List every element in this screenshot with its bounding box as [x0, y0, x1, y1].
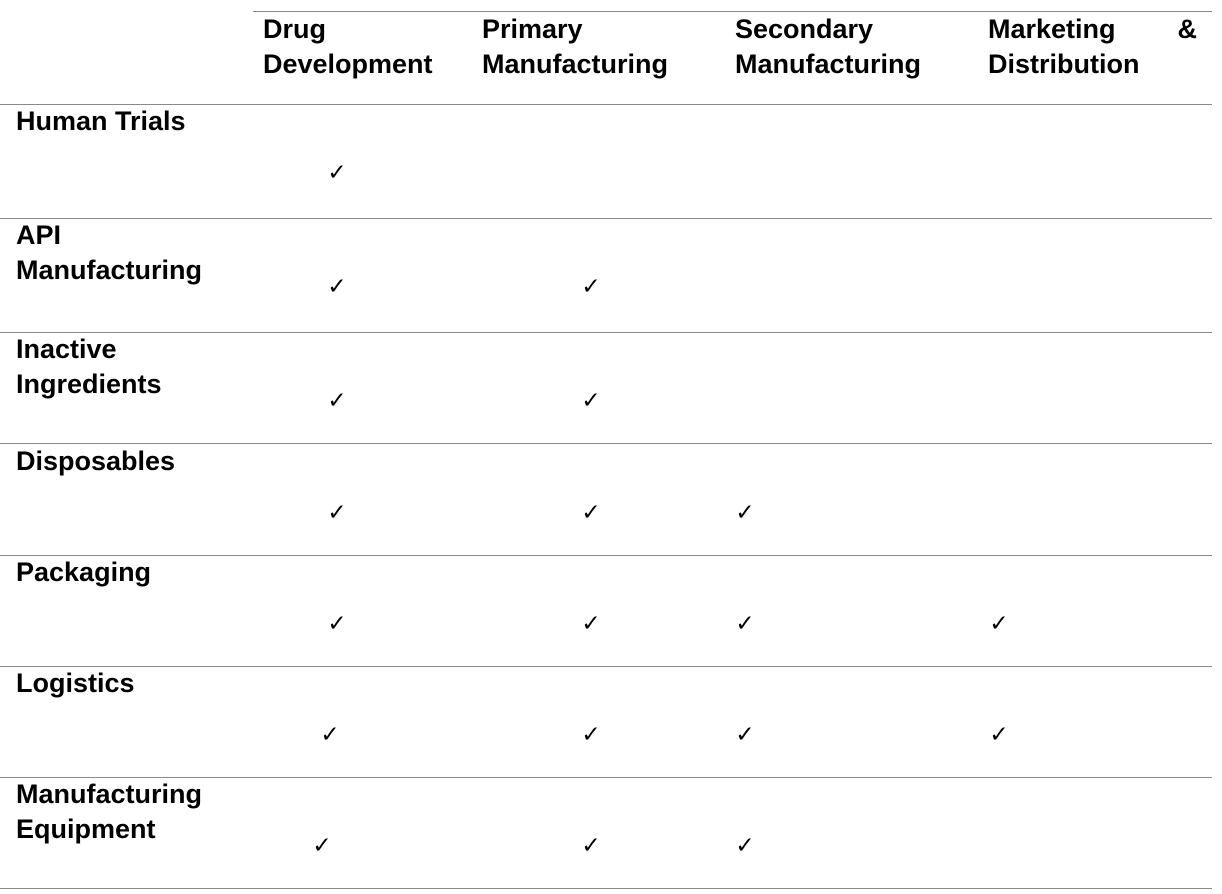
checkmark-icon: ✓ [581, 722, 601, 748]
column-header-drug-development: Drug Development [263, 12, 433, 82]
checkmark-icon: ✓ [581, 388, 601, 414]
column-header-line: Manufacturing [482, 49, 668, 79]
checkmark-icon: ✓ [581, 274, 601, 300]
row-label-line: API [16, 220, 62, 250]
column-header-marketing-distribution: Marketing & Distribution [988, 12, 1197, 82]
row-label-line: Manufacturing [16, 255, 202, 285]
row-label-line: Packaging [16, 557, 152, 587]
column-header-line: Development [263, 49, 433, 79]
row-label-line: Ingredients [16, 369, 162, 399]
row-label-api-manufacturing: API Manufacturing [16, 218, 202, 288]
column-header-line: Manufacturing [735, 49, 921, 79]
row-label-human-trials: Human Trials [16, 104, 186, 139]
row-divider [0, 777, 1212, 778]
checkmark-icon: ✓ [327, 388, 347, 414]
column-header-word: & [1177, 14, 1198, 44]
row-label-packaging: Packaging [16, 555, 151, 590]
checkmark-icon: ✓ [989, 611, 1009, 637]
checkmark-icon: ✓ [735, 500, 755, 526]
checkmark-icon: ✓ [735, 833, 755, 859]
column-header-line: Secondary [735, 14, 874, 44]
row-divider [0, 104, 1212, 105]
row-divider [0, 218, 1212, 219]
checkmark-icon: ✓ [735, 611, 755, 637]
checkmark-icon: ✓ [581, 611, 601, 637]
row-divider [0, 555, 1212, 556]
checkmark-icon: ✓ [312, 833, 332, 859]
row-label-manufacturing-equipment: Manufacturing Equipment [16, 777, 202, 847]
row-divider [0, 888, 1212, 889]
rule-top [253, 11, 1212, 12]
row-label-logistics: Logistics [16, 666, 135, 701]
row-label-line: Manufacturing [16, 779, 202, 809]
column-header-secondary-manufacturing: Secondary Manufacturing [735, 12, 921, 82]
checkmark-icon: ✓ [327, 160, 347, 186]
column-header-word: Marketing [988, 14, 1116, 44]
checkmark-icon: ✓ [735, 722, 755, 748]
row-label-line: Inactive [16, 334, 117, 364]
checkmark-icon: ✓ [581, 833, 601, 859]
row-label-line: Equipment [16, 814, 156, 844]
row-divider [0, 332, 1212, 333]
row-label-disposables: Disposables [16, 444, 175, 479]
column-header-line: Drug [263, 14, 326, 44]
column-header-primary-manufacturing: Primary Manufacturing [482, 12, 668, 82]
row-label-line: Disposables [16, 446, 176, 476]
row-label-line: Human Trials [16, 106, 186, 136]
row-divider [0, 666, 1212, 667]
checkmark-icon: ✓ [320, 722, 340, 748]
row-label-line: Logistics [16, 668, 135, 698]
checkmark-icon: ✓ [327, 611, 347, 637]
checkmark-icon: ✓ [327, 500, 347, 526]
column-header-line: Marketing & [988, 12, 1197, 47]
checkmark-icon: ✓ [581, 500, 601, 526]
row-divider [0, 443, 1212, 444]
checkmark-icon: ✓ [327, 274, 347, 300]
column-header-line: Distribution [988, 49, 1140, 79]
checkmark-icon: ✓ [989, 722, 1009, 748]
row-label-inactive-ingredients: Inactive Ingredients [16, 332, 162, 402]
column-header-line: Primary [482, 14, 583, 44]
